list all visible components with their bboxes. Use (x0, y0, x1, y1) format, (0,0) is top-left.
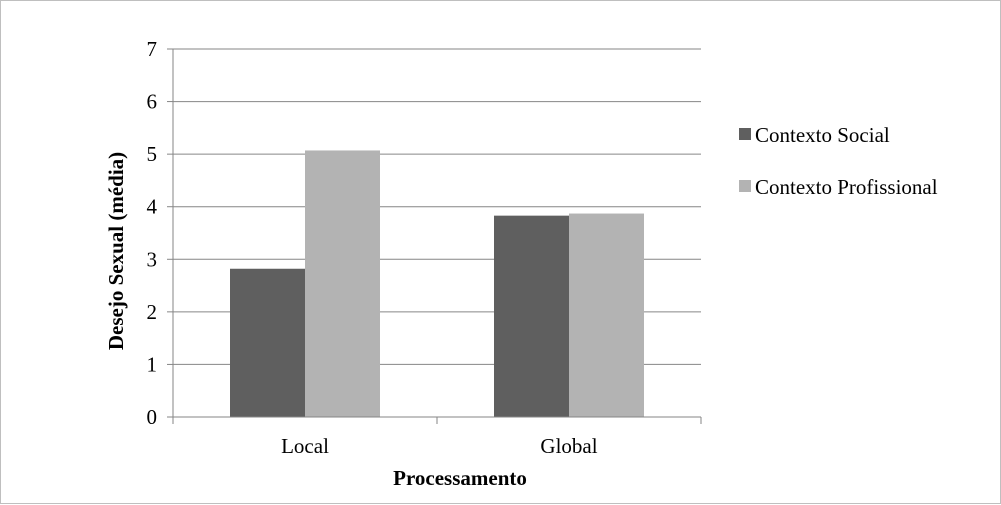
x-tick-label: Local (281, 434, 329, 458)
legend-label: Contexto Social (755, 123, 890, 147)
bar-contexto-social-global (494, 215, 569, 417)
bar-contexto-profissional-global (569, 213, 644, 417)
legend: Contexto Social Contexto Profissional (739, 123, 938, 199)
legend-swatch (739, 128, 751, 140)
x-ticks: Local Global (172, 417, 702, 458)
y-axis-title: Desejo Sexual (média) (104, 152, 128, 350)
bars (230, 150, 644, 417)
y-ticks: 0 1 2 3 4 5 6 7 (147, 37, 173, 429)
y-tick-label: 2 (147, 300, 158, 324)
x-axis-title: Processamento (393, 466, 527, 490)
bar-contexto-social-local (230, 268, 305, 417)
y-tick-label: 6 (147, 90, 158, 114)
y-tick-label: 4 (147, 195, 158, 219)
y-tick-label: 0 (147, 405, 158, 429)
legend-swatch (739, 180, 751, 192)
y-tick-label: 7 (147, 37, 158, 61)
legend-label: Contexto Profissional (755, 175, 938, 199)
y-tick-label: 3 (147, 247, 158, 271)
x-tick-label: Global (540, 434, 597, 458)
y-tick-label: 1 (147, 352, 158, 376)
y-tick-label: 5 (147, 142, 158, 166)
bar-contexto-profissional-local (305, 150, 380, 417)
